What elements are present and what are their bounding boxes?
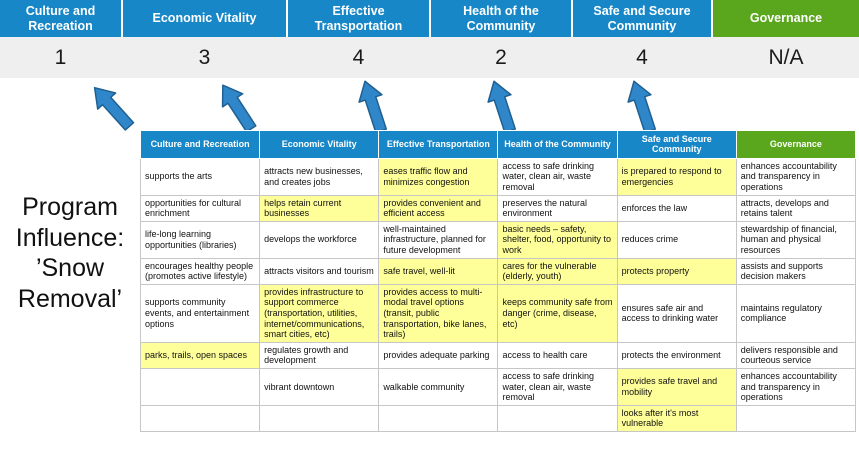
pillar-header-health-of-the-community: Health of the Community [431,0,571,37]
matrix-cell: access to safe drinking water, clean air… [497,157,618,196]
matrix-cell: protects the environment [616,341,737,370]
matrix-header-culture-and-recreation: Culture and Recreation [139,130,261,159]
matrix-cell: parks, trails, open spaces [139,341,261,370]
score-economic-vitality: 3 [198,45,211,69]
matrix-cell: is prepared to respond to emergencies [616,157,737,196]
score-safe-and-secure-community: 4 [636,45,648,69]
program-influence-title: Program Influence: ’Snow Removal’ [15,193,125,313]
matrix-cell: access to safe drinking water, clean air… [497,368,618,406]
matrix-cell: reduces crime [616,220,737,259]
matrix-cell: provides safe travel and mobility [616,368,737,406]
matrix-header-health-of-the-community: Health of the Community [497,130,618,159]
matrix-cell: provides infrastructure to support comme… [259,283,380,343]
matrix-row: supports the arts attracts new businesses… [139,157,857,196]
matrix-cell: provides adequate parking [378,341,499,370]
matrix-header-governance: Governance [735,130,857,159]
pillar-header-effective-transportation: Effective Transportation [288,0,429,37]
matrix-header-row: Culture and Recreation Economic Vitality E… [139,130,857,159]
matrix-cell: provides access to multi-modal travel op… [378,283,499,343]
matrix-cell: opportunities for cultural enrichment [139,194,261,222]
matrix-cell: protects property [616,257,737,285]
matrix-cell: helps retain current businesses [259,194,380,222]
matrix-cell: enforces the law [616,194,737,222]
matrix-cell [735,404,857,433]
pillar-header-governance: Governance [713,0,859,37]
matrix-cell [139,368,261,406]
score-band: 1 3 4 2 4 N/A [0,37,859,78]
matrix-cell: delivers responsible and courteous servi… [735,341,857,370]
matrix-row: vibrant downtown walkable community access… [139,368,857,406]
matrix-cell: cares for the vulnerable (elderly, youth… [497,257,618,285]
matrix-cell: attracts, develops and retains talent [735,194,857,222]
matrix-cell: enhances accountability and transparency… [735,368,857,406]
score-governance: N/A [768,45,804,69]
up-arrow-icon [487,80,517,134]
matrix-cell: regulates growth and development [259,341,380,370]
pillar-header-culture-and-recreation: Culture and Recreation [0,0,121,37]
matrix-row: opportunities for cultural enrichment hel… [139,194,857,222]
matrix-cell [259,404,380,433]
matrix-cell: basic needs – safety, shelter, food, opp… [497,220,618,259]
score-health-of-the-community: 2 [495,45,507,69]
up-arrow-icon [221,84,257,133]
matrix-cell: access to health care [497,341,618,370]
matrix-row: looks after it's most vulnerable [139,404,857,433]
matrix-cell: provides convenient and efficient access [378,194,499,222]
influence-matrix: Culture and Recreation Economic Vitality E… [139,130,857,433]
matrix-cell: supports community events, and entertain… [139,283,261,343]
matrix-cell: preserves the natural environment [497,194,618,222]
matrix-cell: keeps community safe from danger (crime,… [497,283,618,343]
matrix-cell: looks after it's most vulnerable [616,404,737,433]
matrix-cell: assists and supports decision makers [735,257,857,285]
matrix-cell: develops the workforce [259,220,380,259]
matrix-header-safe-and-secure-community: Safe and Secure Community [616,130,737,159]
matrix-cell: eases traffic flow and minimizes congest… [378,157,499,196]
matrix-row: parks, trails, open spaces regulates grow… [139,341,857,370]
matrix-row: supports community events, and entertain… [139,283,857,343]
matrix-cell [139,404,261,433]
up-arrow-icon [93,86,135,131]
matrix-row: life-long learning opportunities (librar… [139,220,857,259]
matrix-cell: stewardship of financial, human and phys… [735,220,857,259]
up-arrow-icon [627,80,657,134]
matrix-cell: ensures safe air and access to drinking … [616,283,737,343]
pillar-header-band: Culture and Recreation Economic Vitality E… [0,0,859,37]
matrix-cell: supports the arts [139,157,261,196]
matrix-cell: attracts new businesses, and creates job… [259,157,380,196]
matrix-cell [378,404,499,433]
pillar-header-economic-vitality: Economic Vitality [123,0,286,37]
matrix-row: encourages healthy people (promotes acti… [139,257,857,285]
matrix-cell: enhances accountability and transparency… [735,157,857,196]
matrix-header-economic-vitality: Economic Vitality [259,130,380,159]
matrix-cell: life-long learning opportunities (librar… [139,220,261,259]
matrix-cell: vibrant downtown [259,368,380,406]
score-effective-transportation: 4 [352,45,365,69]
up-arrow-icon [358,80,388,134]
matrix-cell: safe travel, well-lit [378,257,499,285]
matrix-cell: attracts visitors and tourism [259,257,380,285]
arrows-layer [93,80,657,134]
pillar-header-safe-and-secure-community: Safe and Secure Community [573,0,711,37]
score-culture-and-recreation: 1 [54,45,67,69]
matrix-header: Culture and Recreation Economic Vitality E… [139,130,857,159]
matrix-cell: maintains regulatory compliance [735,283,857,343]
matrix-cell: walkable community [378,368,499,406]
matrix-cell [497,404,618,433]
matrix-cell: encourages healthy people (promotes acti… [139,257,261,285]
matrix-body: supports the arts attracts new businesses… [139,157,857,433]
matrix-header-effective-transportation: Effective Transportation [378,130,499,159]
matrix-cell: well-maintained infrastructure, planned … [378,220,499,259]
